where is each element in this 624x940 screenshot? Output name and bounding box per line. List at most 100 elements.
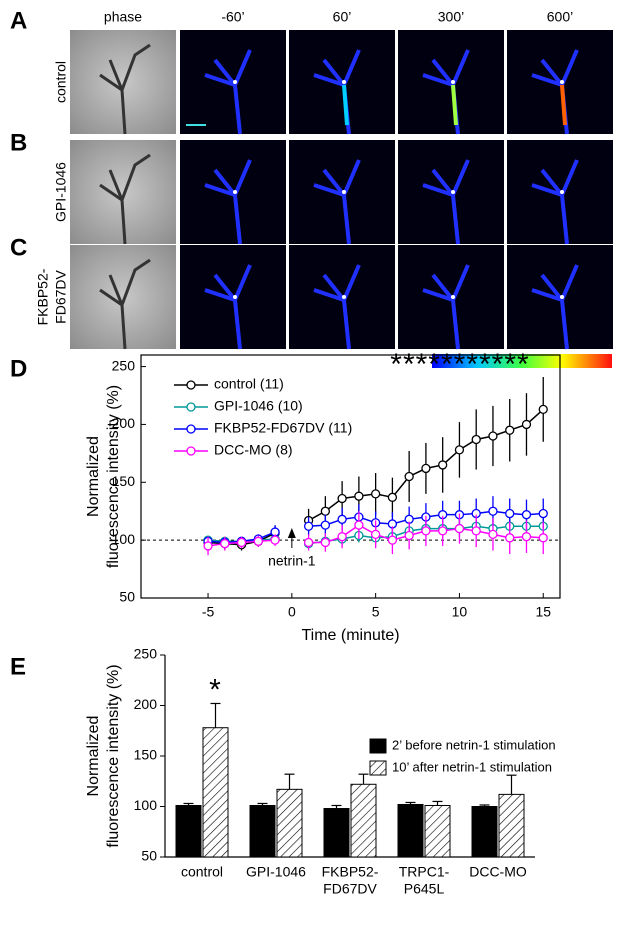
data-point xyxy=(320,537,331,548)
cell-signal xyxy=(313,264,361,350)
data-point xyxy=(270,535,280,545)
data-point xyxy=(538,404,548,415)
data-point xyxy=(421,463,431,474)
data-point xyxy=(505,533,515,543)
y-axis-label: Normalized xyxy=(85,716,102,797)
legend-marker xyxy=(186,424,196,434)
plot-frame xyxy=(140,354,561,599)
data-point xyxy=(354,491,364,501)
annotation-arrowhead xyxy=(287,528,296,538)
x-tick-label: FKBP52- xyxy=(322,864,379,880)
data-point xyxy=(337,514,347,524)
data-point xyxy=(538,533,548,543)
y-tick-label: 50 xyxy=(119,589,135,605)
cell-signal xyxy=(422,264,470,350)
data-point xyxy=(337,532,347,542)
column-header: 60’ xyxy=(333,9,352,25)
bar xyxy=(276,788,303,858)
column-header: -60’ xyxy=(221,9,244,25)
cell-signal xyxy=(313,159,361,245)
y-tick-label: 100 xyxy=(112,531,136,547)
cell-spot xyxy=(342,190,346,194)
legend-label: DCC-MO (8) xyxy=(214,442,293,458)
data-point xyxy=(404,471,414,482)
legend-label: 2’ before netrin-1 stimulation xyxy=(392,737,556,752)
x-tick-label: GPI-1046 xyxy=(246,864,306,880)
panel-letter: D xyxy=(10,355,27,382)
bar xyxy=(323,808,350,858)
data-point xyxy=(303,521,314,531)
cell-signal-hot xyxy=(342,84,349,126)
cell-signal xyxy=(531,159,579,245)
data-point xyxy=(421,526,431,536)
data-point xyxy=(454,523,465,534)
x-tick-label: 5 xyxy=(372,604,380,620)
cell-outline xyxy=(99,258,151,350)
row-label: control xyxy=(53,61,69,103)
data-point xyxy=(471,526,481,536)
y-tick-label: 100 xyxy=(134,797,158,813)
significance: *********** xyxy=(390,348,529,381)
column-header: 600’ xyxy=(547,9,573,25)
data-point xyxy=(521,510,532,520)
row-label: GPI-1046 xyxy=(53,162,69,222)
data-point xyxy=(438,526,448,536)
x-tick-label: 10 xyxy=(452,604,468,620)
y-tick-label: 150 xyxy=(112,473,136,489)
y-tick-label: 200 xyxy=(112,415,136,431)
data-point xyxy=(337,493,347,504)
x-tick-label: control xyxy=(181,864,223,880)
data-point xyxy=(471,434,481,445)
cell-signal-hot xyxy=(560,84,567,126)
data-point xyxy=(488,506,498,516)
y-tick-label: 250 xyxy=(134,646,158,662)
data-point xyxy=(303,537,314,548)
cell-signal xyxy=(531,264,579,350)
bar xyxy=(249,804,276,858)
data-point xyxy=(521,532,532,542)
data-point xyxy=(320,520,331,530)
bar xyxy=(175,804,202,858)
data-point xyxy=(320,506,331,516)
cell-signal xyxy=(204,264,252,350)
legend-marker xyxy=(186,380,196,390)
x-axis-label: Time (minute) xyxy=(301,627,399,644)
panel-letter: A xyxy=(10,7,27,34)
legend-swatch xyxy=(369,738,387,754)
cell-signal xyxy=(204,49,252,135)
data-point xyxy=(521,419,532,430)
panel-letter: E xyxy=(10,653,26,680)
cell-signal xyxy=(204,159,252,245)
bar xyxy=(202,727,229,858)
image-grid xyxy=(70,30,613,350)
x-tick-label: -5 xyxy=(202,604,215,620)
cell-outline xyxy=(99,153,151,245)
cell-spot xyxy=(342,295,346,299)
y-tick-label: 250 xyxy=(112,357,136,373)
y-axis-label: fluorescence intensity (%) xyxy=(105,664,122,847)
cell-spot xyxy=(560,190,564,194)
column-header: 300’ xyxy=(438,9,464,25)
data-point xyxy=(438,460,448,470)
column-header: phase xyxy=(104,9,142,25)
cell-outline xyxy=(99,43,151,135)
cell-spot xyxy=(233,80,237,84)
cell-spot xyxy=(451,295,455,299)
y-tick-label: 200 xyxy=(134,696,158,712)
cell-signal-hot xyxy=(451,84,458,126)
data-point xyxy=(387,492,398,502)
cell-spot xyxy=(560,80,564,84)
y-tick-label: 50 xyxy=(141,848,157,864)
x-tick-label: P645L xyxy=(404,881,445,897)
y-tick-label: 150 xyxy=(134,747,158,763)
y-axis-label: Normalized xyxy=(85,436,102,517)
bar xyxy=(424,804,451,858)
data-point xyxy=(488,529,498,540)
bar xyxy=(397,803,424,858)
bar xyxy=(350,783,377,858)
row-label: FD67DV xyxy=(53,269,69,323)
data-point xyxy=(370,489,381,499)
data-point xyxy=(488,431,498,441)
x-tick-label: 0 xyxy=(288,604,296,620)
